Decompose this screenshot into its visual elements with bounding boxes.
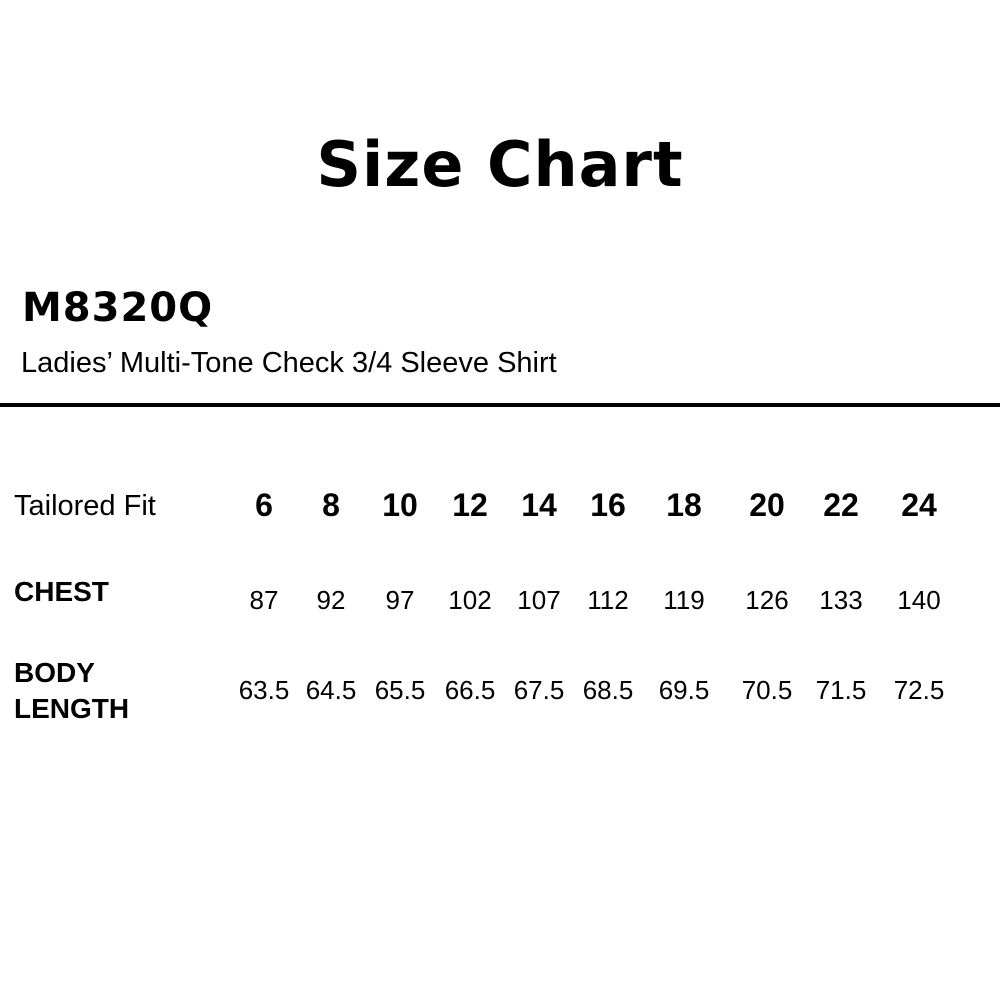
size-header: 16 (590, 487, 626, 523)
size-header: 20 (749, 487, 785, 523)
body-length-value: 68.5 (582, 675, 634, 705)
body-length-value: 63.5 (238, 675, 290, 705)
body-length-label: BODY LENGTH (14, 655, 129, 727)
size-header: 12 (452, 487, 488, 523)
fit-label: Tailored Fit (14, 490, 156, 522)
size-header: 24 (901, 487, 937, 523)
chest-value: 87 (249, 585, 279, 615)
product-code: M8320Q (22, 285, 214, 331)
body-length-label-line2: LENGTH (14, 693, 130, 724)
chest-value: 112 (587, 585, 629, 615)
divider (0, 403, 1000, 407)
chest-value: 97 (385, 585, 415, 615)
chest-value: 133 (819, 585, 863, 615)
chest-value: 126 (745, 585, 789, 615)
body-length-value: 64.5 (305, 675, 357, 705)
body-length-label-line1: BODY (14, 657, 95, 688)
chest-label: CHEST (14, 576, 109, 607)
chest-value: 107 (517, 585, 561, 615)
product-name: Ladies’ Multi-Tone Check 3/4 Sleeve Shir… (21, 347, 557, 379)
body-length-value: 71.5 (815, 675, 867, 705)
size-header: 10 (382, 487, 418, 523)
body-length-value: 66.5 (444, 675, 496, 705)
body-length-value: 65.5 (374, 675, 426, 705)
chest-value: 119 (663, 585, 705, 615)
page-title: Size Chart (316, 128, 684, 201)
body-length-value: 69.5 (658, 675, 710, 705)
size-header: 14 (521, 487, 557, 523)
size-header: 6 (255, 487, 273, 523)
chest-value: 140 (897, 585, 941, 615)
chest-value: 92 (316, 585, 346, 615)
size-header: 8 (322, 487, 340, 523)
body-length-value: 72.5 (893, 675, 945, 705)
chest-value: 102 (448, 585, 492, 615)
size-header: 22 (823, 487, 859, 523)
size-header: 18 (666, 487, 702, 523)
body-length-value: 70.5 (741, 675, 793, 705)
body-length-value: 67.5 (513, 675, 565, 705)
